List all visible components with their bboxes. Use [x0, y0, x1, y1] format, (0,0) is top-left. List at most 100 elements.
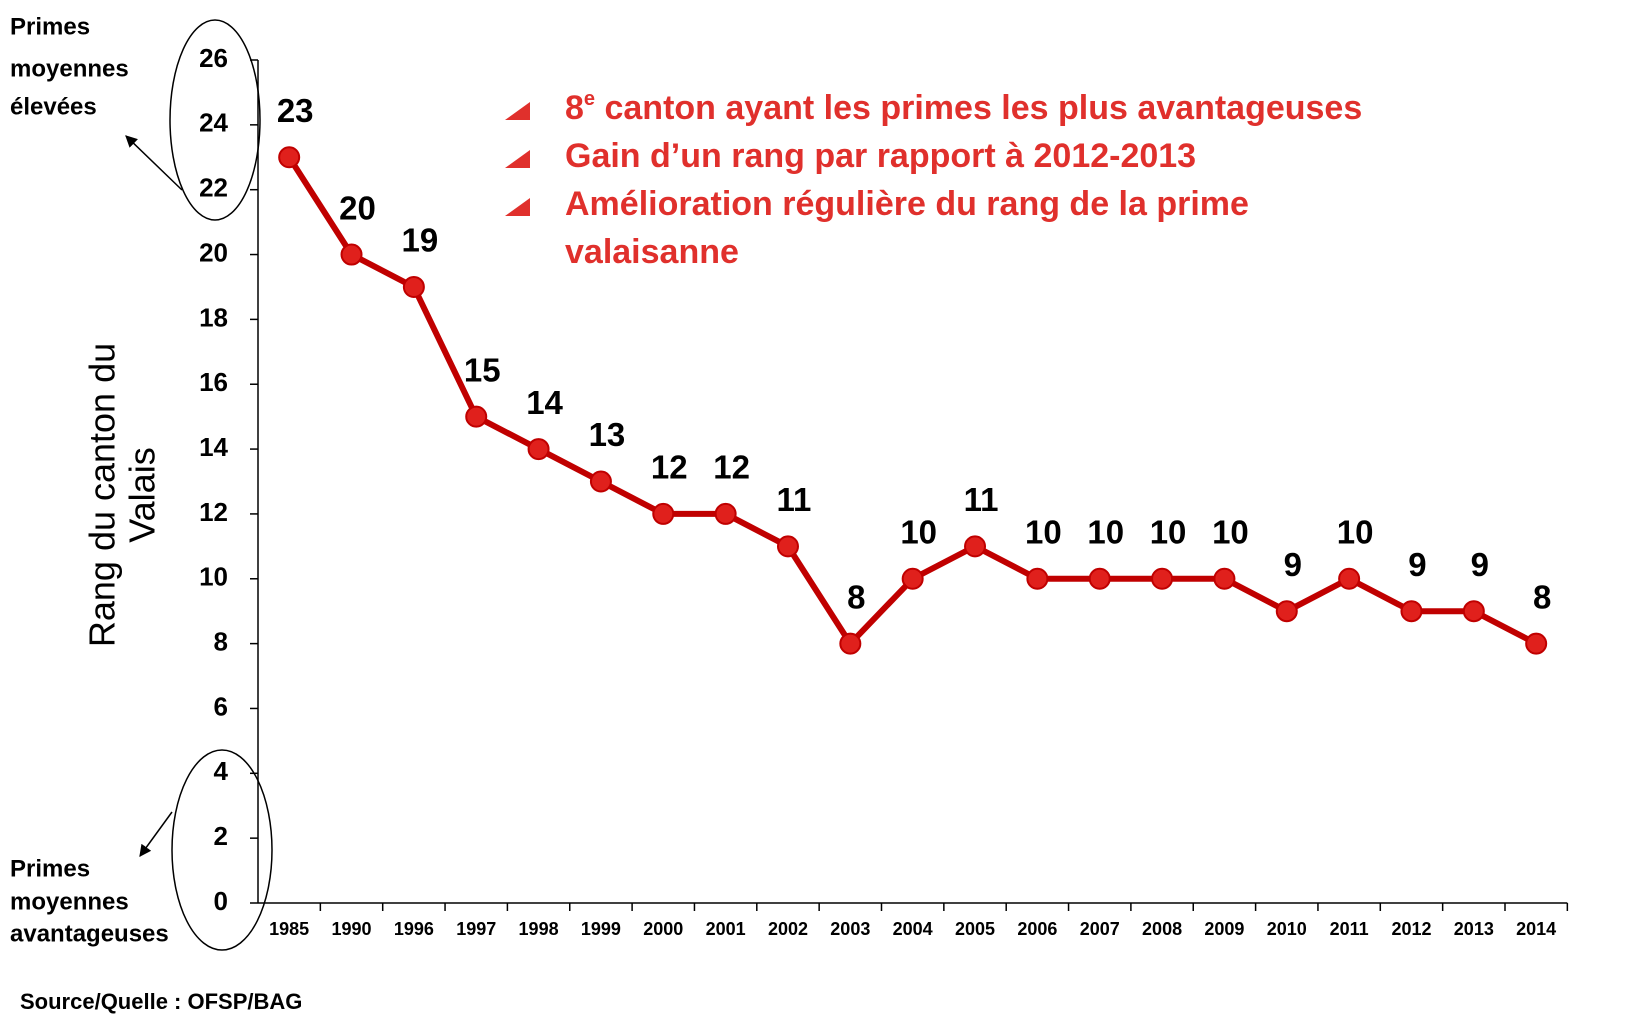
x-tick-label: 2001 [706, 919, 746, 939]
value-label: 19 [402, 222, 439, 259]
bullet-text: canton ayant les primes les plus avantag… [595, 89, 1362, 127]
x-tick-label: 2010 [1267, 919, 1307, 939]
y-tick-label: 8 [214, 626, 228, 656]
value-label: 10 [1025, 513, 1062, 550]
marker [1088, 567, 1111, 590]
bullet-text: e [584, 88, 595, 110]
marker [901, 567, 924, 590]
y-tick-label: 24 [199, 108, 228, 138]
y-tick-label: 16 [199, 367, 228, 397]
value-label: 15 [464, 351, 501, 388]
y-tick-label: 20 [199, 237, 228, 267]
value-label: 10 [1087, 513, 1124, 550]
bullet-text: Gain d’un rang par rapport à 2012-2013 [565, 137, 1196, 175]
marker [1462, 600, 1485, 623]
value-label: 10 [1212, 513, 1249, 550]
marker [402, 275, 425, 298]
arrow [125, 135, 183, 191]
marker [1338, 567, 1361, 590]
bullet-text: 8 [565, 89, 584, 127]
marker [1275, 600, 1298, 623]
value-label: 8 [1533, 578, 1551, 615]
marker [839, 632, 862, 655]
marker [465, 405, 488, 428]
x-tick-label: 1990 [332, 919, 372, 939]
x-tick-label: 1999 [581, 919, 621, 939]
annotation: Primes [10, 13, 90, 40]
value-label: 12 [651, 449, 688, 486]
bullet [505, 150, 530, 168]
x-tick-label: 2000 [643, 919, 683, 939]
annotation: élevées [10, 93, 97, 120]
marker [776, 535, 799, 558]
value-label: 13 [589, 416, 626, 453]
bullet-text: 8e canton ayant les primes les plus avan… [565, 88, 1362, 127]
annotation: moyennes [10, 55, 129, 82]
marker [964, 535, 987, 558]
x-tick-label: 1996 [394, 919, 434, 939]
y-axis-label: Valais [122, 447, 163, 542]
marker [340, 243, 363, 266]
marker [1400, 600, 1423, 623]
arrow [139, 811, 173, 857]
value-label: 11 [777, 481, 812, 518]
marker [278, 146, 301, 169]
marker [1026, 567, 1049, 590]
value-label: 9 [1284, 546, 1302, 583]
source: Source/Quelle : OFSP/BAG [20, 989, 302, 1014]
marker [589, 470, 612, 493]
marker [652, 502, 675, 525]
ellipse [171, 749, 273, 951]
y-tick-label: 0 [214, 886, 228, 916]
marker [1151, 567, 1174, 590]
x-tick-label: 2006 [1017, 919, 1057, 939]
value-label: 10 [900, 513, 937, 550]
value-label: 9 [1408, 546, 1426, 583]
value-label: 8 [847, 578, 865, 615]
y-tick-label: 26 [199, 43, 228, 73]
x-tick-label: 2014 [1516, 919, 1556, 939]
annotation: Primes [10, 855, 90, 882]
x-tick-label: 2004 [893, 919, 933, 939]
x-tick-label: 1997 [456, 919, 496, 939]
value-label: 23 [277, 92, 314, 129]
y-axis-label: Rang du canton du [82, 343, 123, 647]
y-tick-label: 12 [199, 497, 228, 527]
value-label: 10 [1337, 513, 1374, 550]
value-label: 12 [713, 449, 750, 486]
value-label: 9 [1471, 546, 1489, 583]
y-tick-label: 18 [199, 302, 228, 332]
marker [1213, 567, 1236, 590]
marker [714, 502, 737, 525]
annotation: avantageuses [10, 920, 169, 947]
x-tick-label: 2011 [1330, 919, 1369, 939]
y-tick-label: 22 [199, 173, 228, 203]
bullet-text: Amélioration régulière du rang de la pri… [565, 185, 1249, 223]
value-label: 10 [1150, 513, 1187, 550]
x-tick-label: 2005 [955, 919, 995, 939]
value-label: 14 [526, 384, 563, 421]
x-tick-label: 2008 [1142, 919, 1182, 939]
y-tick-label: 14 [199, 432, 228, 462]
marker [527, 438, 550, 461]
y-tick-label: 10 [199, 562, 228, 592]
value-label: 20 [339, 189, 376, 226]
bullet-text: valaisanne [565, 233, 739, 271]
x-tick-label: 2003 [830, 919, 870, 939]
x-tick-label: 2013 [1454, 919, 1494, 939]
bullet [505, 102, 530, 120]
x-tick-label: 2002 [768, 919, 808, 939]
bullet [505, 198, 530, 216]
x-tick-label: 1998 [519, 919, 559, 939]
y-tick-label: 2 [214, 821, 228, 851]
x-tick-label: 1985 [269, 919, 309, 939]
y-tick-label: 4 [214, 756, 229, 786]
y-tick-label: 6 [214, 691, 228, 721]
value-label: 11 [964, 481, 999, 518]
x-tick-label: 2009 [1204, 919, 1244, 939]
x-tick-label: 2012 [1391, 919, 1431, 939]
annotation: moyennes [10, 888, 129, 915]
marker [1525, 632, 1548, 655]
ellipse [169, 19, 261, 221]
